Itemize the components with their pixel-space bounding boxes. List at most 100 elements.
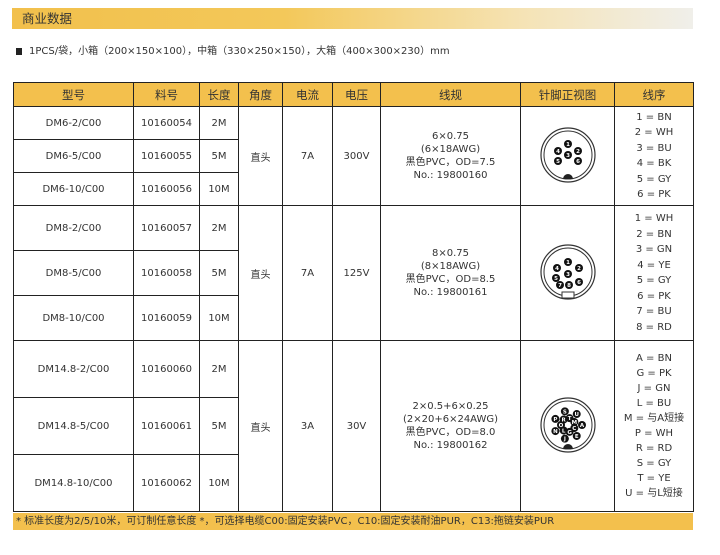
svg-text:E: E [574,433,578,439]
pin-mark: E [572,431,581,440]
svg-text:S: S [562,409,566,415]
wire-spec-cell: 2×0.5+6×0.25 (2×20+6×24AWG) 黑色PVC，OD=8.0 No… [380,340,521,512]
wiring-line: 7 = BU [636,306,672,317]
wiring-line: L = BU [636,398,672,409]
length-cell: 10M [199,172,239,206]
part-number-cell: 10160054 [133,106,200,140]
part-number-cell: 10160056 [133,172,200,206]
table-header: 型号 料号 长度 角度 电流 电压 线规 针脚正视图 线序 [13,82,694,107]
spec-line: 8×0.75 [431,248,469,259]
wiring-line: S = GY [636,458,672,469]
wiring-line: 3 = GN [635,244,673,255]
angle-cell: 直头 [238,205,283,341]
wiring-line: R = RD [635,443,673,454]
pin-mark: P [550,414,559,423]
column-header: 电压 [332,82,381,107]
svg-text:A: A [579,423,584,429]
svg-text:T: T [567,416,571,422]
wiring-line: 2 = WH [634,127,674,138]
model-cell: DM6-5/C00 [13,139,134,173]
svg-text:6: 6 [577,280,581,286]
model-cell: DM14.8-2/C00 [13,340,134,398]
spec-line: No.: 19800161 [413,287,488,298]
column-header: 长度 [199,82,239,107]
pin-mark: 1 [563,139,572,148]
current-cell: 7A [282,205,333,341]
svg-text:7: 7 [558,283,562,289]
wire-spec-cell: 8×0.75 (8×18AWG) 黑色PVC，OD=8.5 No.: 19800161 [380,205,521,341]
model-cell: DM8-5/C00 [13,250,134,296]
wiring-line: 1 = WH [634,213,674,224]
pin-mark: 6 [574,277,583,286]
part-number-cell: 10160057 [133,205,200,251]
svg-text:5: 5 [554,276,558,282]
table-row: DM8-5/C00 10160058 5M [13,250,694,296]
svg-text:4: 4 [556,149,560,155]
wiring-line: 8 = RD [636,321,672,333]
wiring-line: G = PK [636,368,672,379]
svg-text:5: 5 [556,159,560,165]
length-cell: 10M [199,295,239,341]
wiring-cell: 1 = WH 2 = BN 3 = GN 4 = YE 5 = GY 6 = PK 7 = … [614,205,694,341]
wiring-line: 1 = BN [636,111,672,123]
pin-mark: 3 [563,150,572,159]
wiring-line: 4 = BK [636,158,672,169]
svg-text:G: G [567,429,572,435]
svg-text:O: O [558,423,563,429]
pin-mark: J [560,434,569,443]
wiring-line: 5 = GY [636,173,672,185]
part-number-cell: 10160059 [133,295,200,341]
spec-line: (2×20+6×24AWG) [402,414,499,425]
pin-mark: N [550,426,559,435]
svg-text:R: R [561,417,566,423]
part-number-cell: 10160062 [133,454,200,512]
voltage-cell: 30V [332,340,381,512]
part-number-cell: 10160058 [133,250,200,296]
wiring-cell: A = BN G = PK J = GN L = BU M = 与A短接 P = WH R … [614,340,694,512]
model-cell: DM14.8-10/C00 [13,454,134,512]
column-header: 针脚正视图 [520,82,615,107]
footnote: * 标准长度为2/5/10米，可订制任意长度 *，可选择电缆C00:固定安装PV… [13,513,693,530]
pin-mark: 5 [551,273,560,282]
pin-mark: 8 [564,280,573,289]
angle-cell: 直头 [238,106,283,206]
voltage-cell: 300V [332,106,381,206]
wiring-line: 2 = BN [636,228,672,240]
pin-mark: 4 [552,263,561,272]
pin-mark: 5 [553,156,562,165]
wiring-line: 4 = YE [637,259,671,271]
wiring-line: 3 = BU [636,142,672,154]
spec-line: No.: 19800162 [413,440,488,451]
pin-mark: S [560,406,569,415]
table-row: DM14.8-10/C00 10160062 10M [13,454,694,512]
part-number-cell: 10160055 [133,139,200,173]
wiring-line: P = WH [634,428,674,439]
spec-line: 黑色PVC，OD=7.5 [405,157,496,168]
pin-mark: 2 [574,263,583,272]
model-cell: DM8-2/C00 [13,205,134,251]
pin-mark: 2 [573,146,582,155]
column-header: 料号 [133,82,200,107]
voltage-cell: 125V [332,205,381,341]
angle-cell: 直头 [238,340,283,512]
svg-text:2: 2 [576,149,580,155]
model-cell: DM6-10/C00 [13,172,134,206]
wiring-line: T = YE [637,473,671,484]
table-row: DM8-10/C00 10160059 10M [13,295,694,341]
svg-text:8: 8 [567,283,571,289]
svg-text:1: 1 [566,260,570,266]
spec-line: 6×0.75 [431,131,469,142]
spec-table: 型号 料号 长度 角度 电流 电压 线规 针脚正视图 线序 DM6-2/C00 10160054 2… [13,82,694,512]
pin-mark: M [569,417,578,426]
svg-text:J: J [562,436,565,442]
pin-mark: 1 [563,257,572,266]
packaging-text: 1PCS/袋，小箱（200×150×100），中箱（330×250×150），大… [29,46,450,57]
current-cell: 7A [282,106,333,206]
column-header: 线规 [380,82,521,107]
svg-text:U: U [574,412,578,418]
spec-line: 2×0.5+6×0.25 [412,401,489,412]
